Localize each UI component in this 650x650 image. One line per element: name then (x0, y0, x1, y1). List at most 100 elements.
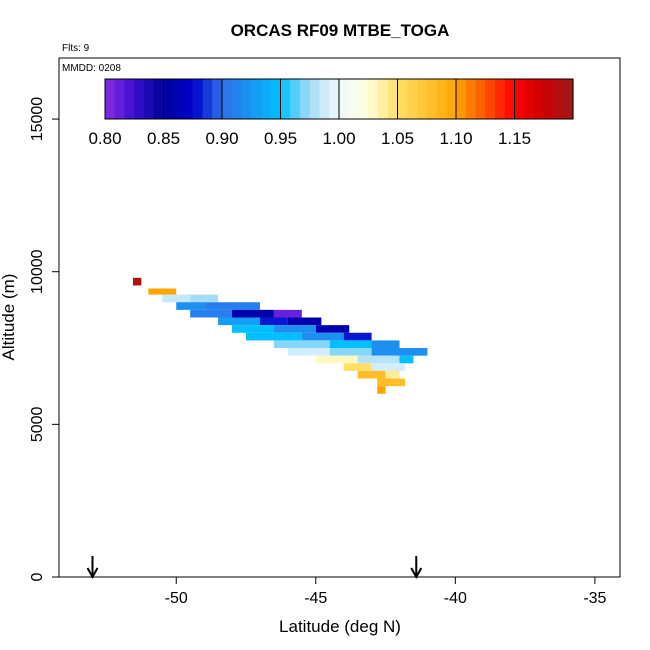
colorbar-tick-label: 0.80 (88, 129, 121, 148)
colorbar-segment (309, 79, 321, 119)
colorbar-segment (426, 79, 438, 119)
y-axis-label: Altitude (m) (0, 274, 18, 361)
colorbar-segment (475, 79, 486, 119)
x-tick-label: -40 (444, 590, 467, 607)
data-cell (343, 332, 372, 341)
colorbar-segment (378, 79, 389, 119)
colorbar-segment (543, 79, 555, 119)
data-cell (399, 355, 414, 364)
x-tick-label: -50 (165, 590, 188, 607)
data-cell (377, 378, 406, 387)
colorbar-segment (358, 79, 369, 119)
data-cell (232, 309, 274, 318)
colorbar-segment (144, 79, 155, 119)
colorbar-segment (397, 79, 408, 119)
colorbar-segment (290, 79, 301, 119)
flight-arrow (410, 556, 423, 580)
colorbar-segment (153, 79, 165, 119)
colorbar-segment (417, 79, 428, 119)
data-cells (132, 277, 428, 394)
data-cell (329, 340, 372, 349)
colorbar-segment (270, 79, 282, 119)
colorbar-segment (114, 79, 126, 119)
colorbar-segment (163, 79, 174, 119)
colorbar-segment (436, 79, 447, 119)
data-cell (259, 317, 288, 326)
data-cell (232, 325, 274, 333)
y-tick-label: 10000 (29, 249, 46, 294)
data-cell (315, 325, 350, 333)
data-cell (315, 355, 358, 364)
colorbar-segment (348, 79, 360, 119)
colorbar-segment (134, 79, 145, 119)
colorbar-tick-label: 1.00 (322, 129, 355, 148)
y-tick-label: 15000 (29, 97, 46, 142)
colorbar-segment (251, 79, 262, 119)
x-axis: -50 -45 -40 -35 (165, 577, 607, 607)
data-cell (301, 332, 344, 341)
flights-note: Flts: 9 (62, 43, 90, 54)
colorbar-segment (105, 79, 116, 119)
data-cell (162, 294, 191, 303)
colorbar-segment (563, 79, 574, 119)
x-tick-label: -35 (583, 590, 606, 607)
colorbar-segment (524, 79, 535, 119)
data-cell (371, 340, 400, 349)
colorbar-segment (514, 79, 525, 119)
colorbar-segment (212, 79, 223, 119)
flight-arrow (86, 556, 99, 580)
data-cell (218, 317, 260, 326)
colorbar-segment (368, 79, 379, 119)
data-cell (287, 317, 322, 326)
colorbar-segment (202, 79, 213, 119)
colorbar: 0.80 0.85 0.90 0.95 1.00 1.05 1.10 1.15 (88, 78, 574, 148)
data-cell (371, 348, 428, 356)
colorbar-segment (504, 79, 516, 119)
x-tick-label: -45 (304, 590, 327, 607)
data-cell (287, 348, 330, 356)
colorbar-segment (261, 79, 272, 119)
data-cell (377, 386, 386, 394)
colorbar-tick-label: 0.85 (147, 129, 180, 148)
data-cell (190, 294, 219, 303)
data-cell (329, 348, 372, 356)
data-cell (273, 325, 316, 333)
colorbar-segment (553, 79, 564, 119)
data-cell (343, 363, 372, 371)
colorbar-segment (387, 79, 399, 119)
colorbar-tick-label: 1.05 (381, 129, 414, 148)
data-cell (190, 309, 233, 318)
flight-arrows (86, 556, 423, 580)
colorbar-segment (231, 79, 243, 119)
plot-frame (58, 57, 621, 578)
colorbar-segment (407, 79, 418, 119)
colorbar-tick-label: 1.15 (498, 129, 531, 148)
y-axis: 0 5000 10000 15000 (29, 97, 59, 581)
chart-title: ORCAS RF09 MTBE_TOGA (231, 21, 450, 40)
colorbar-segment (534, 79, 545, 119)
data-cell (273, 309, 302, 318)
colorbar-segment (485, 79, 496, 119)
colorbar-segment (495, 79, 506, 119)
colorbar-segment (192, 79, 204, 119)
colorbar-segment (222, 79, 233, 119)
data-cell (371, 363, 406, 371)
y-tick-label: 0 (29, 572, 46, 581)
data-cell (357, 355, 400, 364)
colorbar-segment (124, 79, 135, 119)
date-note: MMDD: 0208 (62, 63, 121, 74)
colorbar-segment (465, 79, 477, 119)
data-cell (357, 370, 386, 379)
colorbar-tick-label: 1.10 (439, 129, 472, 148)
x-axis-label: Latitude (deg N) (279, 617, 401, 636)
data-cell (132, 277, 142, 286)
colorbar-tick-label: 0.95 (264, 129, 297, 148)
colorbar-tick-label: 0.90 (205, 129, 238, 148)
colorbar-segment (183, 79, 194, 119)
colorbar-segment (456, 79, 467, 119)
data-cell (148, 288, 177, 295)
data-cell (204, 302, 260, 310)
colorbar-segment (446, 79, 457, 119)
colorbar-segment (280, 79, 291, 119)
